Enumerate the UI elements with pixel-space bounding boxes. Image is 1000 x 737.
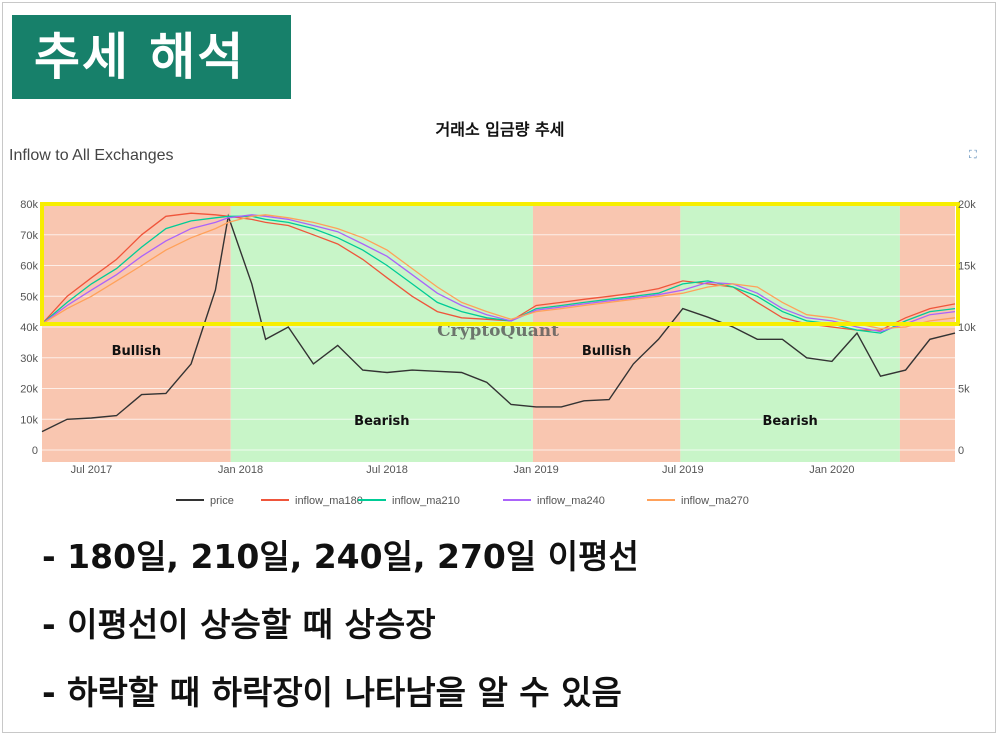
y-left-tick-label: 20k: [20, 384, 38, 396]
highlight-box: [40, 202, 960, 326]
legend-label-inflow_ma180: inflow_ma180: [295, 495, 363, 507]
y-left-tick-label: 10k: [20, 414, 38, 426]
y-left-tick-label: 80k: [20, 199, 38, 211]
y-right-tick-label: 10k: [958, 322, 976, 334]
y-left-tick-label: 0: [32, 445, 38, 457]
y-right-tick-label: 0: [958, 445, 964, 457]
legend-label-inflow_ma240: inflow_ma240: [537, 495, 605, 507]
regime-region: [899, 204, 955, 462]
section-banner: 추세 해석: [12, 15, 291, 99]
y-right-tick-label: 15k: [958, 261, 976, 273]
series-line-price: [41, 213, 956, 433]
legend-label-inflow_ma270: inflow_ma270: [681, 495, 749, 507]
x-tick-label: Jan 2019: [514, 464, 559, 476]
x-tick-label: Jul 2017: [71, 464, 113, 476]
y-left-tick-label: 50k: [20, 291, 38, 303]
series-line-inflow_ma240: [41, 214, 956, 333]
legend-label-inflow_ma210: inflow_ma210: [392, 495, 460, 507]
legend-label-price: price: [210, 495, 234, 507]
inflow-chart: CryptoQuantBullishBearishBullishBearish0…: [20, 199, 976, 507]
x-tick-label: Jul 2018: [366, 464, 408, 476]
region-label: Bullish: [112, 344, 162, 359]
chart-title: 거래소 입금량 추세: [435, 120, 565, 139]
y-left-tick-label: 40k: [20, 322, 38, 334]
series-line-inflow_ma180: [41, 212, 956, 331]
x-tick-label: Jul 2019: [662, 464, 704, 476]
y-left-tick-label: 60k: [20, 261, 38, 273]
x-tick-label: Jan 2018: [218, 464, 263, 476]
y-right-tick-label: 20k: [958, 199, 976, 211]
region-label: Bearish: [354, 414, 409, 429]
bullet-item: - 이평선이 상승할 때 상승장: [42, 605, 436, 644]
series-line-inflow_ma270: [41, 214, 956, 330]
y-left-tick-label: 70k: [20, 230, 38, 242]
y-left-tick-label: 30k: [20, 353, 38, 365]
bullet-item: - 하락할 때 하락장이 나타남을 알 수 있음: [42, 673, 622, 712]
y-right-tick-label: 5k: [958, 384, 970, 396]
region-label: Bullish: [582, 344, 632, 359]
regime-region: [42, 204, 231, 462]
bullet-item: - 180일, 210일, 240일, 270일 이평선: [42, 537, 639, 576]
region-label: Bearish: [762, 414, 817, 429]
series-line-inflow_ma210: [41, 215, 956, 334]
fullscreen-icon: ⛶: [969, 148, 977, 161]
x-tick-label: Jan 2020: [809, 464, 854, 476]
chart-subtitle: Inflow to All Exchanges: [9, 147, 174, 164]
